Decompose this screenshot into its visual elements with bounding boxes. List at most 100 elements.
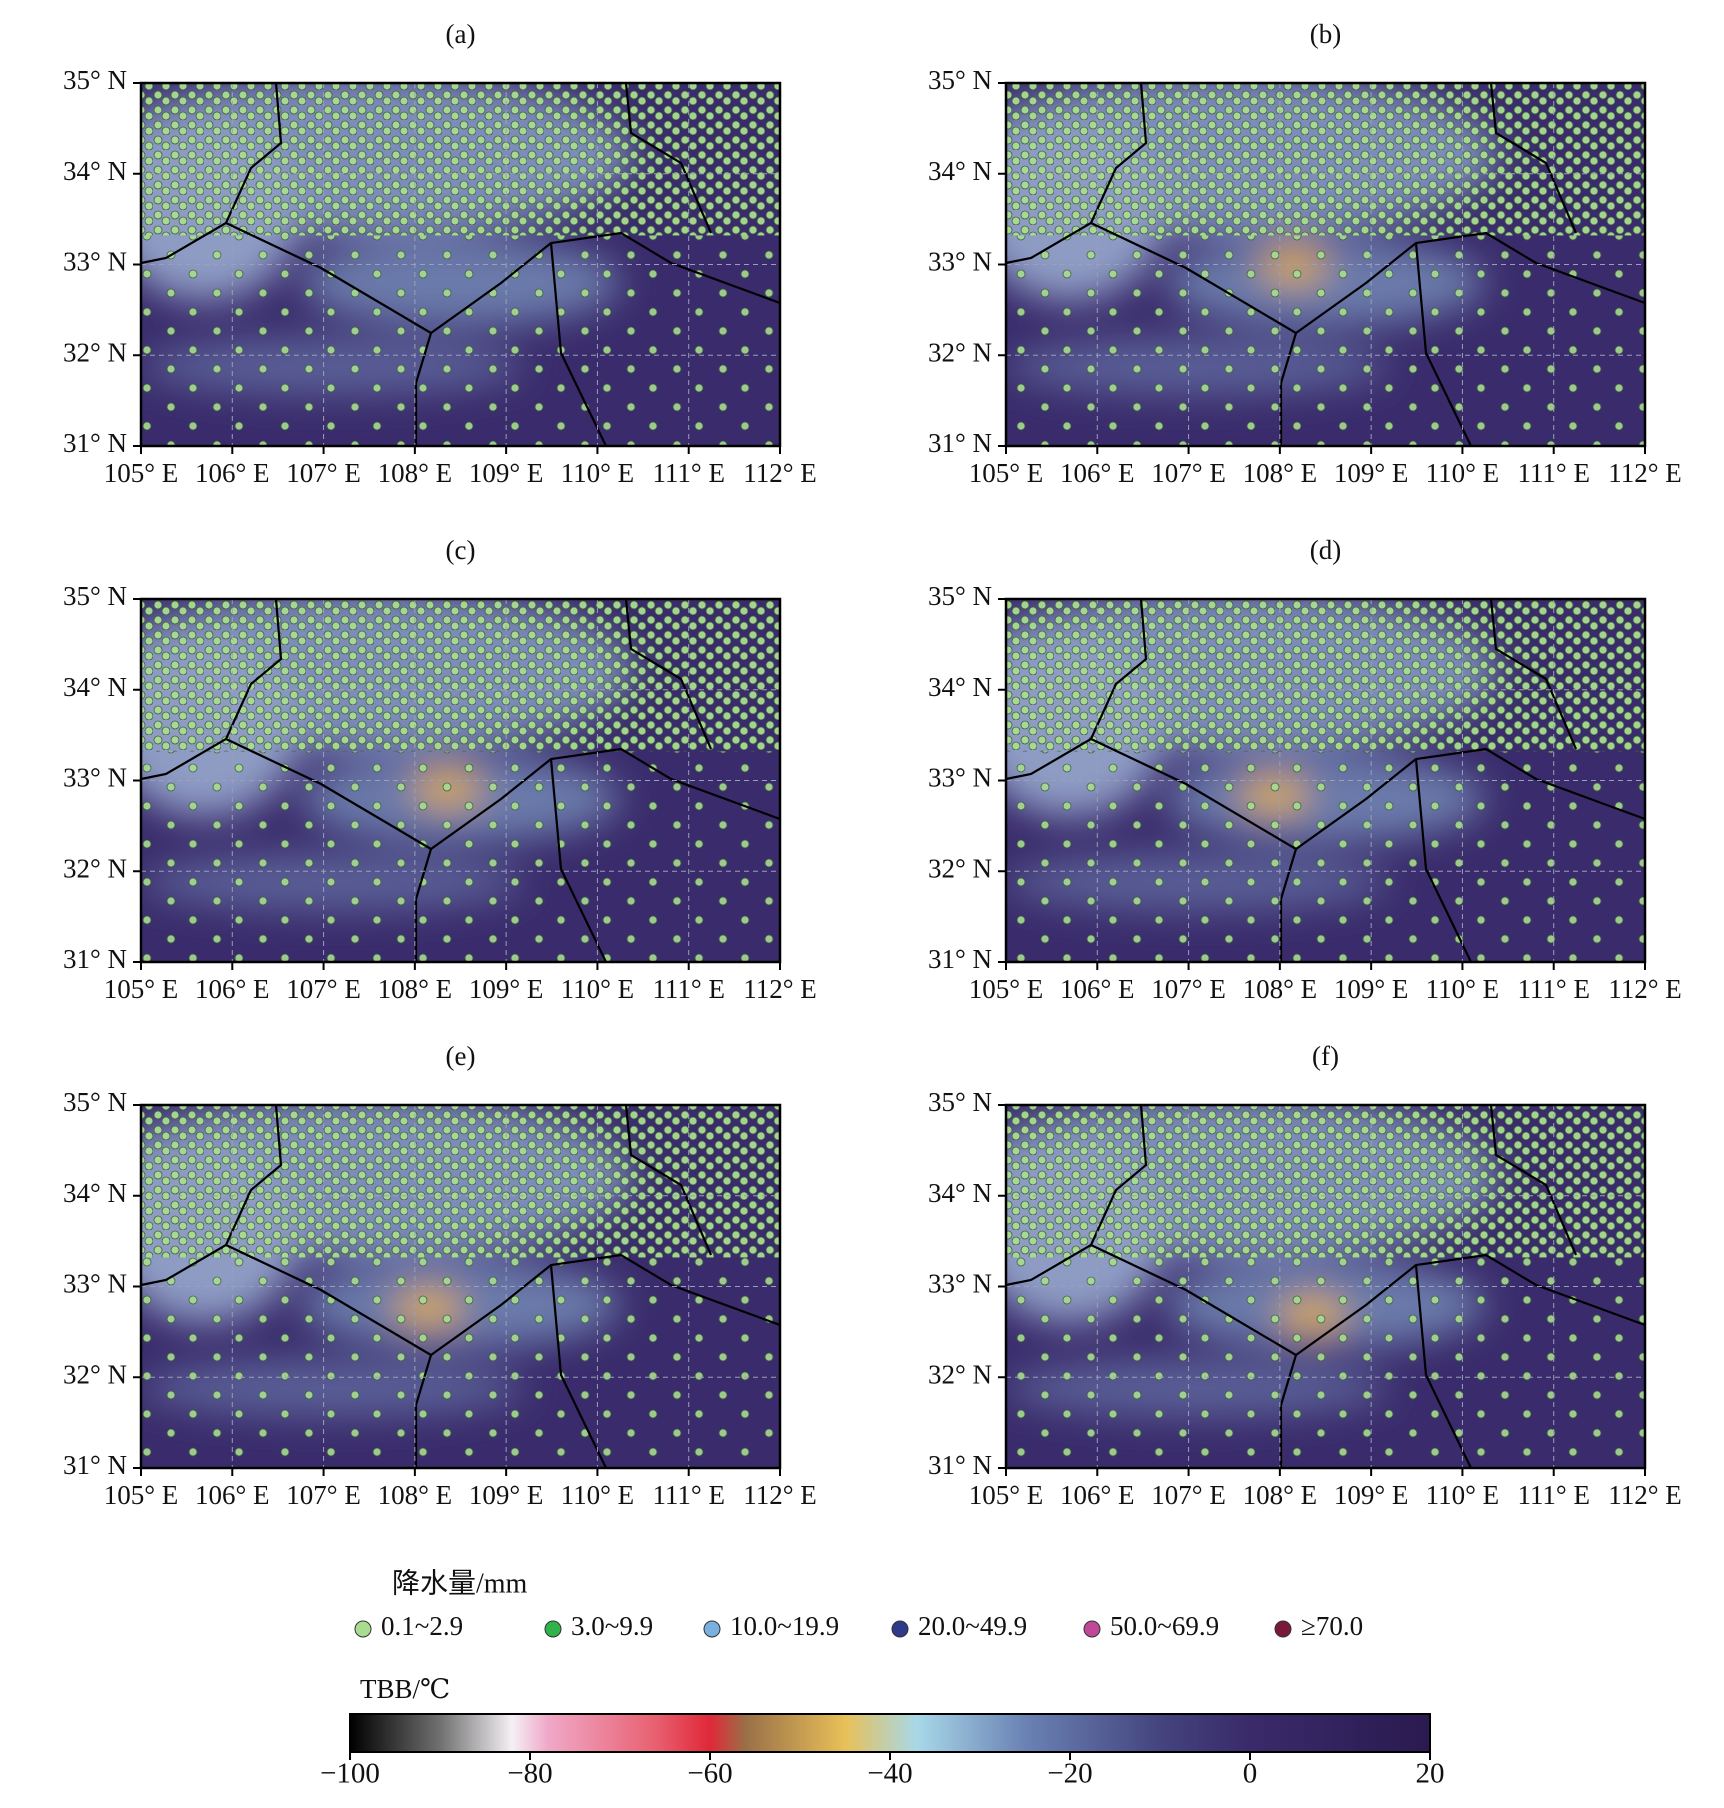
legend-symbol: [891, 1620, 909, 1638]
y-tick-label: 35° N: [63, 65, 127, 95]
province-borders: [141, 83, 780, 446]
x-tick-label: 109° E: [469, 1480, 544, 1510]
tbb-field: [141, 1105, 780, 1468]
y-tick-label: 32° N: [928, 853, 992, 883]
x-tick-label: 111° E: [1517, 1480, 1590, 1510]
legend-label: 20.0~49.9: [918, 1611, 1027, 1641]
map-frame: [139, 1103, 782, 1470]
legend-symbol: [1083, 1620, 1101, 1638]
x-tick-label: 107° E: [1151, 458, 1226, 488]
colorbar-tick-label: 0: [1243, 1758, 1258, 1790]
colorbar-tick-label: −60: [687, 1758, 732, 1790]
x-tick-label: 109° E: [469, 458, 544, 488]
y-tick-label: 33° N: [928, 1269, 992, 1299]
y-tick-label: 31° N: [63, 428, 127, 458]
x-tick-label: 112° E: [1608, 974, 1682, 1004]
x-tick-label: 110° E: [561, 1480, 635, 1510]
map-frame: [1004, 597, 1647, 964]
y-tick-label: 35° N: [928, 65, 992, 95]
y-tick-label: 31° N: [928, 428, 992, 458]
x-tick-label: 109° E: [1334, 458, 1409, 488]
colorbar: [349, 1713, 1431, 1753]
y-tick-label: 35° N: [63, 1087, 127, 1117]
y-tick-label: 33° N: [63, 247, 127, 277]
province-borders: [1006, 599, 1645, 962]
x-tick-label: 107° E: [286, 974, 361, 1004]
map-panel: 105° E 106° E 107° E 108° E 109° E 110° E 111°…: [928, 19, 1682, 488]
x-tick-label: 110° E: [1426, 974, 1500, 1004]
panel-label: (e): [446, 1041, 476, 1071]
x-tick-label: 112° E: [1608, 458, 1682, 488]
map-panel: 105° E 106° E 107° E 108° E 109° E 110° E 111°…: [928, 1041, 1682, 1510]
x-tick-label: 106° E: [195, 1480, 270, 1510]
y-tick-label: 34° N: [63, 156, 127, 186]
colorbar-tick-label: 20: [1416, 1758, 1445, 1790]
y-tick-label: 33° N: [63, 1269, 127, 1299]
x-tick-label: 111° E: [652, 974, 725, 1004]
x-tick-label: 105° E: [104, 974, 179, 1004]
x-tick-label: 112° E: [743, 1480, 817, 1510]
colorbar-tick-label: −40: [867, 1758, 912, 1790]
x-tick-label: 106° E: [1060, 974, 1135, 1004]
map-panel: 105° E 106° E 107° E 108° E 109° E 110° E 111°…: [63, 19, 817, 488]
y-tick-label: 31° N: [63, 1450, 127, 1480]
colorbar-tick-label: −80: [507, 1758, 552, 1790]
y-tick-label: 35° N: [63, 581, 127, 611]
map-frame: [1004, 1103, 1647, 1470]
x-tick-label: 105° E: [969, 1480, 1044, 1510]
colorbar-tick-label: −100: [320, 1758, 380, 1790]
colorbar-tick-label: −20: [1047, 1758, 1092, 1790]
panel-label: (c): [446, 535, 476, 565]
y-tick-label: 34° N: [928, 156, 992, 186]
y-tick-label: 32° N: [63, 853, 127, 883]
x-tick-label: 106° E: [195, 458, 270, 488]
x-tick-label: 105° E: [104, 1480, 179, 1510]
legend-symbol: [354, 1620, 372, 1638]
x-tick-label: 112° E: [743, 974, 817, 1004]
legend-symbol: [544, 1620, 562, 1638]
y-tick-label: 31° N: [928, 944, 992, 974]
map-frame: [139, 597, 782, 964]
x-tick-label: 109° E: [1334, 974, 1409, 1004]
y-tick-label: 35° N: [928, 581, 992, 611]
x-tick-label: 108° E: [1243, 1480, 1318, 1510]
tbb-field: [1006, 599, 1645, 962]
province-borders: [1006, 1105, 1645, 1468]
y-tick-label: 32° N: [63, 337, 127, 367]
y-tick-label: 34° N: [928, 1178, 992, 1208]
y-tick-label: 32° N: [928, 1359, 992, 1389]
y-tick-label: 32° N: [63, 1359, 127, 1389]
x-tick-label: 110° E: [1426, 458, 1500, 488]
province-borders: [141, 599, 780, 962]
x-tick-label: 109° E: [1334, 1480, 1409, 1510]
panel-label: (a): [446, 19, 476, 49]
x-tick-label: 111° E: [652, 458, 725, 488]
x-tick-label: 107° E: [1151, 1480, 1226, 1510]
x-tick-label: 109° E: [469, 974, 544, 1004]
legend-label: 10.0~19.9: [730, 1611, 839, 1641]
x-tick-label: 106° E: [195, 974, 270, 1004]
x-tick-label: 111° E: [652, 1480, 725, 1510]
legend-label: ≥70.0: [1301, 1611, 1363, 1641]
panel-label: (f): [1312, 1041, 1339, 1071]
tbb-field: [1006, 1105, 1645, 1468]
legend-label: 50.0~69.9: [1110, 1611, 1219, 1641]
x-tick-label: 112° E: [743, 458, 817, 488]
x-tick-label: 107° E: [1151, 974, 1226, 1004]
y-tick-label: 34° N: [63, 1178, 127, 1208]
x-tick-label: 105° E: [104, 458, 179, 488]
legend-symbol: [703, 1620, 721, 1638]
legend-label: 3.0~9.9: [571, 1611, 653, 1641]
map-panel: 105° E 106° E 107° E 108° E 109° E 110° E 111°…: [63, 535, 817, 1004]
province-borders: [1006, 83, 1645, 446]
tbb-field: [1006, 83, 1645, 446]
panel-label: (b): [1310, 19, 1341, 49]
colorbar-title: TBB/℃: [360, 1674, 450, 1704]
map-panel: 105° E 106° E 107° E 108° E 109° E 110° E 111°…: [928, 535, 1682, 1004]
x-tick-label: 105° E: [969, 458, 1044, 488]
y-tick-label: 31° N: [63, 944, 127, 974]
x-tick-label: 110° E: [561, 974, 635, 1004]
legend-label: 0.1~2.9: [381, 1611, 463, 1641]
x-tick-label: 108° E: [1243, 974, 1318, 1004]
